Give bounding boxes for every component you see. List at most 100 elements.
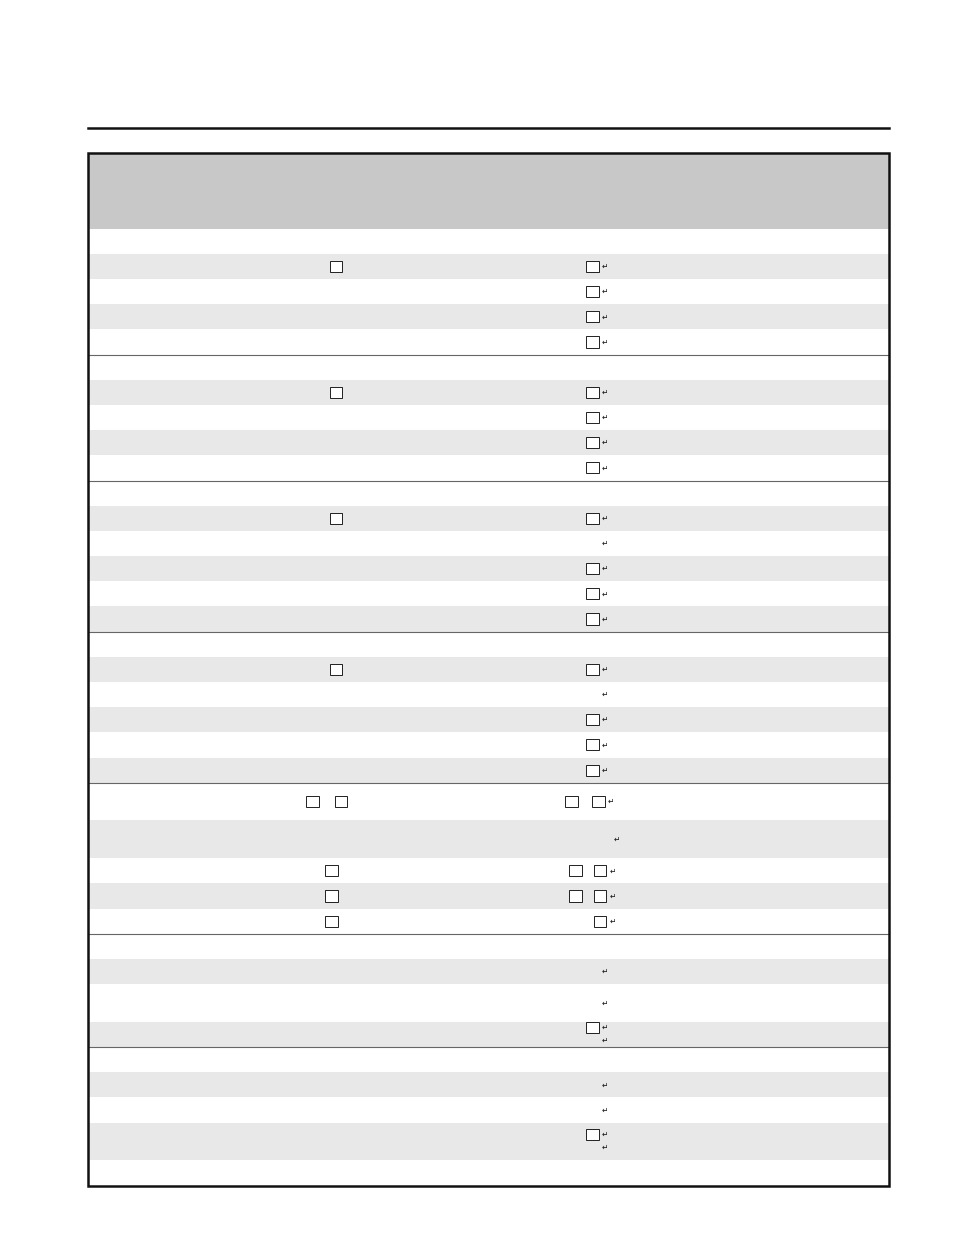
Bar: [586, 588, 598, 599]
Bar: [586, 412, 598, 424]
Text: ↵: ↵: [609, 916, 615, 926]
Bar: [88, 732, 888, 757]
Text: ↵: ↵: [601, 690, 607, 699]
Bar: [88, 757, 888, 783]
Text: ↵: ↵: [601, 514, 607, 522]
Bar: [306, 797, 318, 808]
Bar: [586, 764, 598, 776]
Bar: [88, 480, 888, 505]
Bar: [88, 958, 888, 984]
Text: ↵: ↵: [601, 589, 607, 598]
Bar: [88, 883, 888, 909]
Bar: [88, 531, 888, 556]
Bar: [88, 228, 888, 254]
Bar: [88, 354, 888, 380]
Text: ↵: ↵: [609, 866, 615, 876]
Bar: [586, 261, 598, 272]
Bar: [586, 336, 598, 347]
Text: ↵: ↵: [601, 463, 607, 473]
Bar: [586, 387, 598, 398]
Text: ↵: ↵: [601, 1023, 607, 1031]
Bar: [88, 1098, 888, 1123]
Bar: [88, 254, 888, 279]
Bar: [88, 556, 888, 582]
Bar: [586, 513, 598, 524]
Bar: [88, 631, 888, 657]
Bar: [88, 858, 888, 883]
Bar: [586, 714, 598, 725]
Bar: [330, 387, 342, 398]
Bar: [88, 330, 888, 354]
Bar: [592, 797, 604, 808]
Bar: [586, 311, 598, 322]
Text: ↵: ↵: [601, 1081, 607, 1089]
Bar: [594, 915, 606, 926]
Bar: [88, 682, 888, 708]
Bar: [88, 1123, 888, 1161]
Text: ↵: ↵: [601, 564, 607, 573]
Bar: [586, 287, 598, 298]
Bar: [594, 890, 606, 902]
Bar: [586, 664, 598, 676]
Text: ↵: ↵: [601, 337, 607, 347]
Bar: [586, 740, 598, 751]
Text: ↵: ↵: [601, 388, 607, 396]
Bar: [88, 430, 888, 456]
Text: ↵: ↵: [601, 1036, 607, 1045]
Bar: [325, 890, 337, 902]
Bar: [88, 1021, 888, 1047]
Text: ↵: ↵: [601, 766, 607, 774]
Bar: [88, 1047, 888, 1072]
Text: ↵: ↵: [601, 262, 607, 270]
Bar: [88, 657, 888, 682]
Text: ↵: ↵: [601, 312, 607, 321]
Bar: [88, 783, 888, 820]
Bar: [586, 1021, 598, 1032]
Bar: [88, 505, 888, 531]
Text: ↵: ↵: [601, 288, 607, 296]
Text: ↵: ↵: [601, 967, 607, 976]
Text: ↵: ↵: [601, 715, 607, 724]
Bar: [88, 820, 888, 858]
Bar: [88, 153, 888, 228]
Text: ↵: ↵: [609, 892, 615, 900]
Bar: [586, 563, 598, 574]
Bar: [88, 380, 888, 405]
Bar: [335, 797, 347, 808]
Bar: [88, 1072, 888, 1098]
Text: ↵: ↵: [601, 1105, 607, 1114]
Text: ↵: ↵: [601, 438, 607, 447]
Bar: [330, 513, 342, 524]
Bar: [88, 708, 888, 732]
Bar: [586, 437, 598, 448]
Bar: [88, 909, 888, 934]
Bar: [88, 279, 888, 304]
Text: ↵: ↵: [601, 741, 607, 750]
Text: ↵: ↵: [601, 999, 607, 1008]
Bar: [88, 405, 888, 430]
Bar: [330, 664, 342, 676]
Bar: [569, 890, 581, 902]
Bar: [88, 304, 888, 330]
Bar: [88, 606, 888, 631]
Text: ↵: ↵: [613, 835, 618, 844]
Bar: [88, 934, 888, 958]
Bar: [594, 866, 606, 877]
Bar: [325, 915, 337, 926]
Bar: [586, 1129, 598, 1140]
Bar: [88, 1161, 888, 1186]
Text: ↵: ↵: [601, 615, 607, 624]
Bar: [325, 866, 337, 877]
Bar: [88, 582, 888, 606]
Bar: [330, 261, 342, 272]
Bar: [565, 797, 578, 808]
Text: ↵: ↵: [601, 664, 607, 674]
Bar: [88, 456, 888, 480]
Bar: [586, 462, 598, 473]
Text: ↵: ↵: [601, 538, 607, 548]
Bar: [569, 866, 581, 877]
Text: ↵: ↵: [601, 412, 607, 422]
Bar: [586, 614, 598, 625]
Bar: [88, 984, 888, 1021]
Text: ↵: ↵: [601, 1144, 607, 1152]
